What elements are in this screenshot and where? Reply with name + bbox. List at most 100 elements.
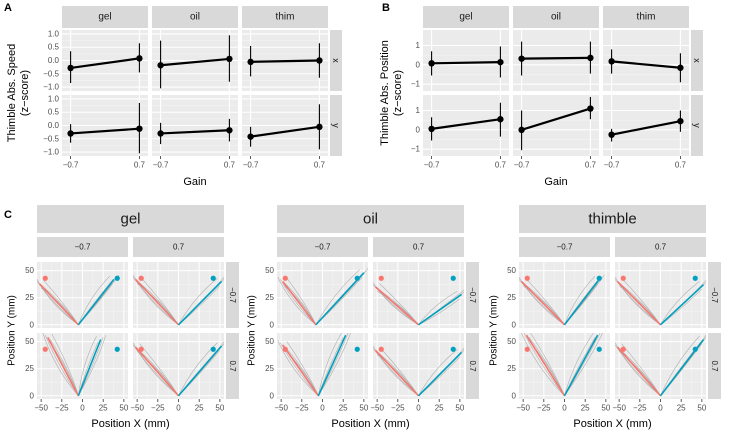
mean-point	[428, 60, 435, 67]
x-tick-label: 25	[435, 404, 444, 413]
target-dot-right	[450, 275, 456, 281]
x-tick-label: 0.7	[314, 161, 326, 170]
strip-label-gel: gel	[98, 12, 111, 23]
mean-line	[70, 127, 140, 135]
mean-trajectory-blue	[177, 280, 223, 326]
row-gain-strip	[708, 333, 721, 399]
mean-point	[67, 64, 74, 72]
x-tick-label: 25	[99, 404, 108, 413]
target-dot-left	[378, 275, 384, 281]
y-tick-label: 0	[270, 391, 275, 400]
y-tick-label: −1	[411, 80, 421, 89]
mean-line	[431, 118, 501, 130]
y-axis-title-line1: Thimble Abs. Speed	[6, 44, 18, 142]
strip-gel	[423, 6, 509, 28]
y-axis-title-line1: Thimble Abs. Position	[379, 40, 391, 146]
x-tick-label: −50	[370, 404, 384, 413]
mean-trajectory-blue	[315, 272, 365, 326]
panel-letter-C: C	[4, 209, 12, 221]
row-gain-strip	[466, 262, 479, 328]
y-tick-label: −1.0	[43, 83, 59, 92]
mean-trajectory-red	[282, 280, 317, 326]
y-axis-title: Position Y (mm)	[489, 295, 500, 366]
x-tick-label: −0.7	[514, 161, 530, 170]
mean-trajectory-blue	[418, 293, 462, 326]
target-dot-right	[114, 346, 120, 352]
target-dot-left	[138, 346, 144, 352]
group-strip-gel	[37, 205, 224, 233]
mean-trajectory-red	[47, 336, 80, 397]
x-tick-label: 0	[80, 404, 85, 413]
x-tick-label: −0.7	[153, 161, 169, 170]
x-tick-label: 50	[359, 404, 368, 413]
mean-point	[677, 117, 684, 125]
target-dot-right	[596, 346, 602, 352]
target-dot-left	[42, 346, 48, 352]
y-tick-label: 0.5	[48, 108, 60, 117]
x-tick-label: 25	[195, 404, 204, 413]
mean-point	[136, 125, 143, 132]
gain-strip	[373, 237, 464, 257]
y-tick-label: 50	[507, 266, 516, 275]
strip-thim	[242, 6, 328, 28]
mean-trajectory-blue	[563, 334, 599, 397]
x-tick-label: 50	[601, 404, 610, 413]
x-tick-label: −0.7	[63, 161, 79, 170]
y-axis-title: Position Y (mm)	[247, 295, 258, 366]
x-tick-label: −50	[34, 404, 48, 413]
row-strip-label-x: x	[692, 58, 702, 63]
x-tick-label: −25	[55, 404, 69, 413]
mean-point	[608, 58, 615, 65]
strip-label-oil: oil	[551, 12, 561, 23]
x-tick-label: −25	[151, 404, 165, 413]
mean-point	[157, 130, 164, 137]
mean-trajectory-red	[374, 286, 420, 326]
mean-trajectory-blue	[417, 351, 463, 397]
x-tick-label: −50	[516, 404, 530, 413]
mean-line	[250, 59, 320, 63]
mean-point	[67, 130, 74, 137]
y-tick-label: 25	[507, 293, 516, 302]
mean-line	[70, 57, 140, 70]
x-tick-label: −0.7	[424, 161, 440, 170]
x-tick-label: 0.7	[675, 161, 687, 170]
x-axis-title: Gain	[544, 176, 567, 188]
mean-trajectory-red	[134, 278, 180, 326]
row-gain-strip	[466, 333, 479, 399]
x-axis-title: Position X (mm)	[573, 418, 651, 430]
gain-strip-label: −0.7	[557, 243, 573, 252]
y-tick-label: 25	[25, 364, 34, 373]
mean-point	[428, 125, 435, 133]
mean-point	[518, 55, 525, 62]
x-tick-label: 50	[455, 404, 464, 413]
gain-strip-label: 0.7	[413, 243, 425, 252]
y-tick-label: 50	[25, 266, 34, 275]
mean-trajectory-blue	[177, 345, 223, 397]
y-tick-label: 0	[416, 60, 421, 69]
mean-trajectory-blue	[563, 278, 600, 326]
y-axis-title-line2: (z−score)	[19, 70, 31, 116]
target-dot-right	[692, 275, 698, 281]
panel-letter-B: B	[382, 2, 390, 14]
panel-letter-A: A	[4, 2, 12, 14]
target-dot-left	[378, 346, 384, 352]
y-tick-label: 0	[512, 320, 517, 329]
mean-trajectory-red	[374, 349, 420, 397]
target-dot-left	[138, 275, 144, 281]
y-tick-label: 25	[265, 364, 274, 373]
x-tick-label: 0.7	[134, 161, 146, 170]
mean-point	[316, 123, 323, 131]
strip-gel	[62, 6, 148, 28]
y-tick-label: −0.5	[43, 69, 59, 78]
y-tick-label: 1	[416, 41, 421, 50]
mean-point	[497, 116, 504, 123]
row-gain-strip-label: −0.7	[228, 287, 237, 303]
gain-strip-label: 0.7	[655, 243, 667, 252]
x-tick-label: −50	[612, 404, 626, 413]
target-dot-right	[210, 346, 216, 352]
y-tick-label: 0.0	[48, 56, 60, 65]
x-tick-label: 25	[339, 404, 348, 413]
x-tick-label: 25	[677, 404, 686, 413]
mean-trajectory-blue	[317, 334, 347, 397]
